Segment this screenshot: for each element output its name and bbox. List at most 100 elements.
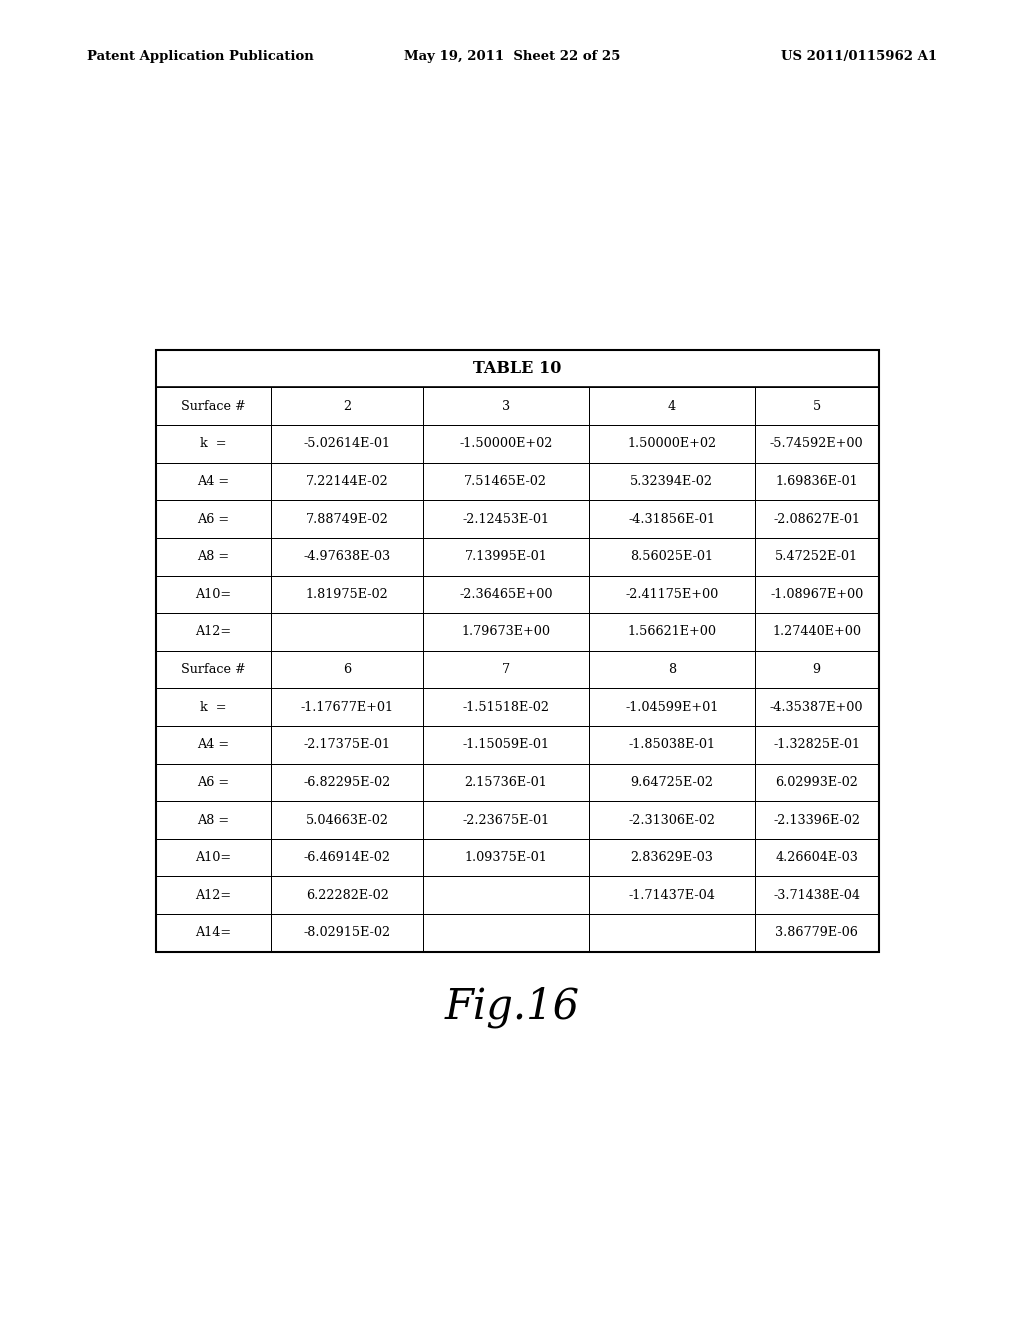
Bar	[271, 539, 423, 576]
Text: 7.13995E-01: 7.13995E-01	[465, 550, 547, 564]
Bar	[755, 500, 879, 539]
Bar	[755, 612, 879, 651]
Text: A4 =: A4 =	[198, 475, 229, 488]
Bar	[589, 500, 755, 539]
Text: 3.86779E-06: 3.86779E-06	[775, 927, 858, 940]
Text: 5.04663E-02: 5.04663E-02	[305, 813, 389, 826]
Text: 2.83629E-03: 2.83629E-03	[631, 851, 713, 865]
Text: A12=: A12=	[196, 888, 231, 902]
Text: 7.51465E-02: 7.51465E-02	[464, 475, 548, 488]
Bar	[271, 612, 423, 651]
Bar	[423, 689, 589, 726]
Text: -5.74592E+00: -5.74592E+00	[770, 437, 863, 450]
Bar	[271, 500, 423, 539]
Text: -4.35387E+00: -4.35387E+00	[770, 701, 863, 714]
Bar	[271, 763, 423, 801]
Bar	[589, 840, 755, 876]
Text: -6.82295E-02: -6.82295E-02	[303, 776, 391, 789]
Text: A4 =: A4 =	[198, 738, 229, 751]
Bar	[271, 840, 423, 876]
Text: 9.64725E-02: 9.64725E-02	[630, 776, 714, 789]
Bar	[271, 388, 423, 425]
Bar	[271, 915, 423, 952]
Text: 1.79673E+00: 1.79673E+00	[462, 626, 550, 639]
Text: Patent Application Publication: Patent Application Publication	[87, 50, 313, 63]
Text: 1.50000E+02: 1.50000E+02	[627, 437, 717, 450]
Text: 2.15736E-01: 2.15736E-01	[465, 776, 547, 789]
Text: -1.08967E+00: -1.08967E+00	[770, 587, 863, 601]
Bar	[423, 576, 589, 612]
Bar	[423, 651, 589, 689]
Text: -5.02614E-01: -5.02614E-01	[304, 437, 390, 450]
Bar	[755, 463, 879, 500]
Text: 7.22144E-02: 7.22144E-02	[306, 475, 388, 488]
Text: 5.32394E-02: 5.32394E-02	[630, 475, 714, 488]
Text: 6.22282E-02: 6.22282E-02	[306, 888, 388, 902]
Bar	[589, 463, 755, 500]
Bar	[589, 689, 755, 726]
Bar	[156, 576, 271, 612]
Text: 4: 4	[668, 400, 676, 413]
Bar	[156, 651, 271, 689]
Bar	[755, 801, 879, 840]
Text: A10=: A10=	[196, 851, 231, 865]
Text: 6: 6	[343, 663, 351, 676]
Bar	[423, 425, 589, 463]
Bar	[423, 763, 589, 801]
Text: A6 =: A6 =	[198, 512, 229, 525]
Bar	[755, 388, 879, 425]
Text: 7.88749E-02: 7.88749E-02	[306, 512, 388, 525]
Text: -1.85038E-01: -1.85038E-01	[629, 738, 715, 751]
Text: -4.31856E-01: -4.31856E-01	[629, 512, 715, 525]
Text: 1.69836E-01: 1.69836E-01	[775, 475, 858, 488]
Bar	[423, 801, 589, 840]
Bar	[271, 576, 423, 612]
Text: -2.17375E-01: -2.17375E-01	[304, 738, 390, 751]
Bar	[423, 840, 589, 876]
Bar	[423, 463, 589, 500]
Text: A10=: A10=	[196, 587, 231, 601]
Text: -1.15059E-01: -1.15059E-01	[463, 738, 549, 751]
Text: -1.32825E-01: -1.32825E-01	[773, 738, 860, 751]
Bar	[755, 763, 879, 801]
Bar	[423, 915, 589, 952]
Text: 1.81975E-02: 1.81975E-02	[306, 587, 388, 601]
Bar	[589, 876, 755, 915]
Bar	[271, 876, 423, 915]
Bar	[423, 726, 589, 763]
Bar	[156, 350, 879, 388]
Bar	[156, 612, 271, 651]
Text: 3: 3	[502, 400, 510, 413]
Text: -1.51518E-02: -1.51518E-02	[463, 701, 549, 714]
Text: Surface #: Surface #	[181, 663, 246, 676]
Bar	[589, 539, 755, 576]
Text: 7: 7	[502, 663, 510, 676]
Bar	[755, 876, 879, 915]
Bar	[589, 763, 755, 801]
Bar	[271, 689, 423, 726]
Text: -2.41175E+00: -2.41175E+00	[625, 587, 719, 601]
Text: 1.27440E+00: 1.27440E+00	[772, 626, 861, 639]
Text: -6.46914E-02: -6.46914E-02	[304, 851, 390, 865]
Bar	[755, 651, 879, 689]
Bar	[156, 350, 879, 952]
Bar	[156, 463, 271, 500]
Bar	[423, 500, 589, 539]
Text: 1.56621E+00: 1.56621E+00	[628, 626, 716, 639]
Text: -1.17677E+01: -1.17677E+01	[301, 701, 393, 714]
Bar	[156, 840, 271, 876]
Text: A8 =: A8 =	[198, 813, 229, 826]
Text: A8 =: A8 =	[198, 550, 229, 564]
Bar	[271, 651, 423, 689]
Text: -2.36465E+00: -2.36465E+00	[459, 587, 553, 601]
Bar	[755, 425, 879, 463]
Bar	[423, 612, 589, 651]
Bar	[156, 689, 271, 726]
Text: -1.50000E+02: -1.50000E+02	[459, 437, 553, 450]
Text: 5.47252E-01: 5.47252E-01	[775, 550, 858, 564]
Text: -8.02915E-02: -8.02915E-02	[303, 927, 391, 940]
Text: -4.97638E-03: -4.97638E-03	[303, 550, 391, 564]
Text: 5: 5	[812, 400, 821, 413]
Bar	[156, 726, 271, 763]
Bar	[755, 915, 879, 952]
